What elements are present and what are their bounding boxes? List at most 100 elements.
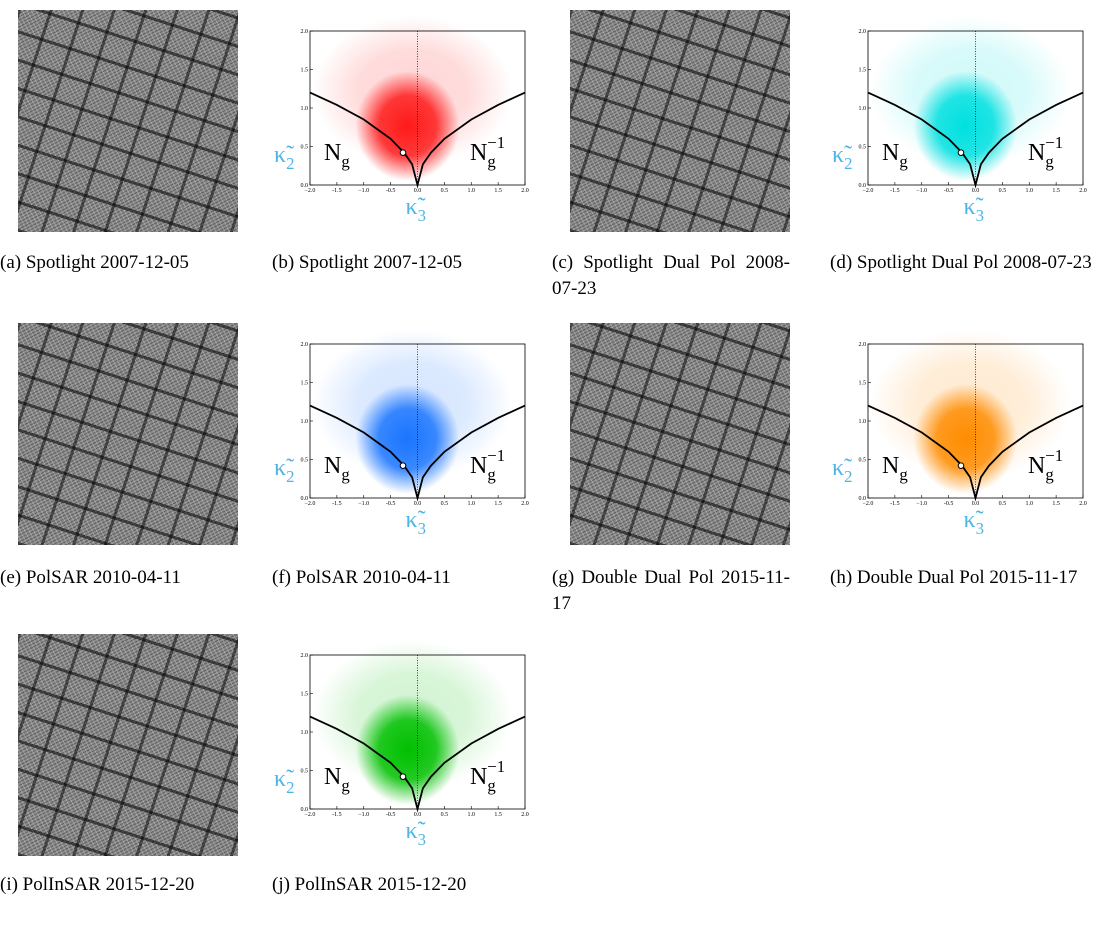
y-tick-label: 1.0 (301, 419, 309, 425)
x-tick-label: 1.0 (468, 812, 476, 818)
left-annotation: Ng (324, 764, 350, 795)
point-cloud (913, 71, 1018, 181)
x-tick-label: -0.5 (386, 188, 396, 194)
x-tick-label: -1.5 (890, 188, 900, 194)
x-tick-label: -1.5 (332, 812, 342, 818)
sar-image (18, 10, 238, 232)
y-tick-label: 2.0 (301, 29, 309, 35)
sar-image (18, 634, 238, 856)
y-tick-label: 1.5 (301, 381, 309, 387)
left-annotation-base: N (882, 453, 899, 479)
boundary-curve (309, 715, 526, 813)
y-tick-label: 1.5 (301, 68, 309, 74)
x-tick-label: -0.5 (386, 501, 396, 507)
caption: (j) PolInSAR 2015-12-20 (272, 874, 467, 895)
x-tick-label: −1.0 (916, 188, 927, 194)
x-tick-label: 0.0 (414, 812, 422, 818)
y-axis-label: κ̃2 (832, 455, 852, 486)
y-tick-label: 1.5 (859, 68, 867, 74)
y-axis-label: κ̃2 (274, 455, 294, 486)
x-tick-label: −2.0 (305, 812, 316, 818)
caption: (c) Spotlight Dual Pol 2008-07-23 (552, 252, 790, 299)
y-tick-label: 1.0 (859, 106, 867, 112)
y-tick-label: 0.5 (859, 458, 867, 464)
left-annotation-sub: g (341, 465, 350, 484)
x-axis-label: κ̃3 (406, 507, 426, 538)
x-axis-label-sub: 3 (418, 206, 426, 225)
left-annotation-base: N (324, 453, 341, 479)
y-tick-label: 2.0 (859, 29, 867, 35)
sar-image (570, 10, 790, 232)
boundary-curve (867, 404, 1084, 502)
x-tick-label: 1.5 (1052, 501, 1060, 507)
right-annotation: Ng−1 (470, 133, 505, 171)
x-tick-label: 1.5 (494, 501, 502, 507)
right-annotation-base: N (1028, 140, 1045, 166)
caption: (b) Spotlight 2007-12-05 (272, 252, 462, 273)
right-annotation-sup: −1 (1045, 446, 1063, 465)
y-axis-label: κ̃2 (832, 142, 852, 173)
x-tick-label: 0.0 (972, 501, 980, 507)
scatter-chart: −2.0 -1.5 −1.0 -0.5 0.0 0.5 1.0 1.5 2.0 0.0 0.5 1.0… (274, 640, 529, 849)
y-tick-label: 2.0 (301, 653, 309, 659)
x-tick-label: 2.0 (1079, 188, 1087, 194)
y-tick-label: 1.0 (859, 419, 867, 425)
sar-image (18, 323, 238, 545)
caption: (g) Double Dual Pol 2015-11-17 (552, 567, 790, 614)
x-axis-label-sub: 3 (976, 519, 984, 538)
x-tick-label: 0.5 (999, 188, 1007, 194)
right-annotation-sup: −1 (487, 133, 505, 152)
x-tick-label: 2.0 (521, 501, 529, 507)
y-tick-label: 0.5 (301, 458, 309, 464)
y-tick-label: 1.0 (301, 730, 309, 736)
x-tick-label: 2.0 (1079, 501, 1087, 507)
y-tick-label: 0.0 (301, 496, 309, 502)
x-tick-label: 0.5 (441, 188, 449, 194)
point-cloud (355, 384, 460, 494)
left-annotation: Ng (324, 453, 350, 484)
x-tick-label: 0.5 (441, 812, 449, 818)
boundary-curve (309, 404, 526, 502)
y-axis-label-sub: 2 (844, 467, 852, 486)
x-tick-label: 0.0 (414, 188, 422, 194)
y-axis-label-sub: 2 (286, 467, 294, 486)
y-axis-label: κ̃2 (274, 766, 294, 797)
x-tick-label: −1.0 (358, 501, 369, 507)
sar-image (570, 323, 790, 545)
point-cloud (355, 695, 460, 805)
x-axis-label: κ̃3 (406, 818, 426, 849)
x-axis-label-sub: 3 (418, 830, 426, 849)
left-annotation-sub: g (341, 152, 350, 171)
x-tick-label: -1.5 (890, 501, 900, 507)
y-axis-label-sub: 2 (844, 154, 852, 173)
x-axis-label: κ̃3 (406, 194, 426, 225)
caption: (e) PolSAR 2010-04-11 (0, 567, 181, 588)
left-annotation-sub: g (899, 152, 908, 171)
y-tick-label: 0.5 (301, 145, 309, 151)
x-tick-label: 0.0 (972, 188, 980, 194)
left-annotation-sub: g (341, 776, 350, 795)
y-tick-label: 0.0 (859, 183, 867, 189)
x-tick-label: 2.0 (521, 188, 529, 194)
x-tick-label: -0.5 (944, 188, 954, 194)
right-annotation-sup: −1 (487, 446, 505, 465)
x-axis-label: κ̃3 (964, 507, 984, 538)
point-cloud (913, 384, 1018, 494)
left-annotation: Ng (324, 140, 350, 171)
x-tick-label: −2.0 (305, 188, 316, 194)
left-annotation-base: N (324, 764, 341, 790)
right-annotation-base: N (470, 764, 487, 790)
right-annotation: Ng−1 (470, 446, 505, 484)
y-tick-label: 0.5 (301, 769, 309, 775)
x-tick-label: −2.0 (863, 188, 874, 194)
x-tick-label: 1.0 (1026, 501, 1034, 507)
marker-point (957, 462, 965, 469)
marker-point (399, 773, 407, 780)
marker-point (399, 462, 407, 469)
x-tick-label: −1.0 (358, 188, 369, 194)
left-annotation: Ng (882, 453, 908, 484)
y-tick-label: 0.0 (859, 496, 867, 502)
right-annotation-base: N (1028, 453, 1045, 479)
y-tick-label: 0.5 (859, 145, 867, 151)
